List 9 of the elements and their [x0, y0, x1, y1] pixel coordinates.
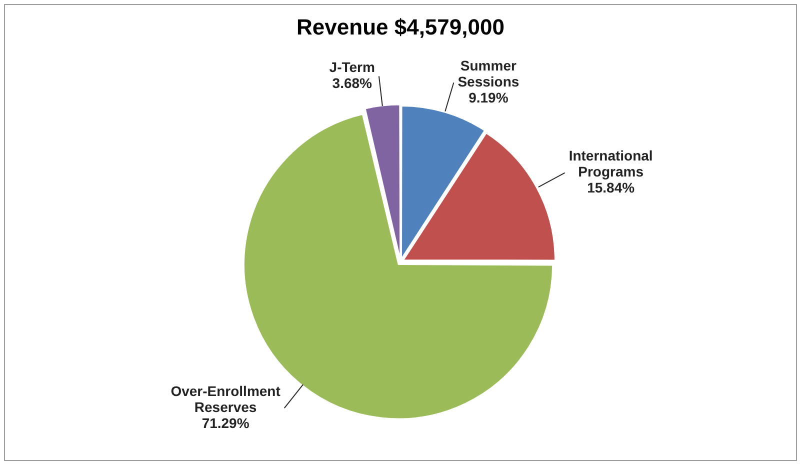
data-label: 15.84% [587, 180, 636, 196]
data-label: 9.19% [468, 89, 509, 106]
data-label: 71.29% [202, 414, 250, 431]
chart-title: Revenue $4,579,000 [296, 14, 504, 40]
slice-label: Summer Sessions [458, 57, 520, 90]
slice-label: J-Term [329, 59, 375, 76]
data-label: 3.68% [332, 75, 373, 92]
slice-label: International Programs [568, 148, 653, 180]
slice-label: Over-Enrollment Reserves [170, 382, 281, 415]
